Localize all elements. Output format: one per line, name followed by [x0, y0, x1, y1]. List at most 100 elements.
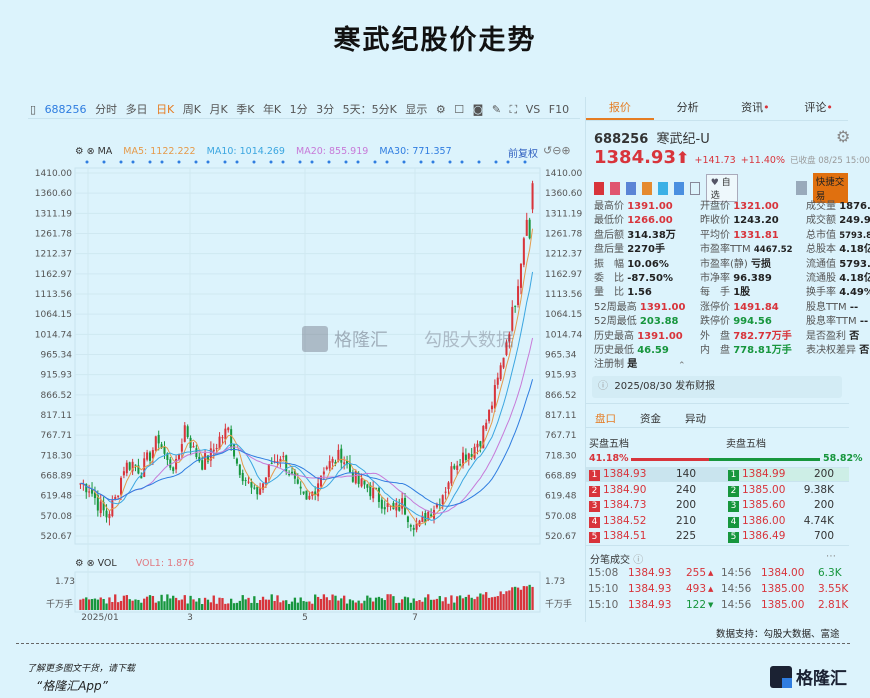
square-icon[interactable]: ☐ — [454, 103, 465, 116]
tab-quote[interactable]: 报价 — [586, 97, 654, 120]
arrow-up-icon: ▲ — [708, 569, 714, 577]
range-dropdown[interactable]: 5天：5分K — [342, 103, 397, 116]
tab-orderbook[interactable]: 盘口 — [595, 413, 616, 425]
candle — [102, 496, 105, 517]
event-marker — [506, 160, 510, 164]
volume-bar — [154, 602, 157, 610]
doc-icon[interactable] — [690, 181, 700, 195]
gear-icon[interactable]: ⚙ — [836, 127, 851, 146]
orderbook-row[interactable]: 3 1384.73 200 3 1385.60 200 — [586, 498, 849, 513]
price-tick: 1360.60 — [35, 189, 72, 199]
sidebar-toggle-icon[interactable]: ▯ — [30, 103, 37, 116]
period-quarter[interactable]: 季K — [236, 103, 255, 116]
period-year[interactable]: 年K — [262, 103, 282, 116]
ma-label[interactable]: MA — [97, 146, 113, 157]
tab-analysis[interactable]: 分析 — [676, 101, 699, 114]
zoom-controls[interactable]: ↺⊖⊕ — [543, 144, 571, 157]
stock-code[interactable]: 688256 — [44, 103, 87, 116]
period-3min[interactable]: 3分 — [316, 103, 335, 116]
candle — [404, 493, 407, 516]
stat-item: 昨收价 1243.20 — [700, 215, 779, 227]
volume-bar — [438, 596, 441, 610]
candle — [464, 448, 467, 463]
ma10-value: MA10: 1014.269 — [206, 146, 285, 157]
volume-bar — [516, 587, 520, 610]
volume-bar — [258, 600, 262, 610]
stat-item: 成交量 1876.39万手 — [806, 201, 870, 212]
f10-button[interactable]: F10 — [548, 103, 570, 116]
price-tick: 520.67 — [545, 532, 577, 542]
price-tick: 1261.78 — [545, 230, 582, 240]
period-day[interactable]: 日K — [156, 103, 175, 116]
vol-unit: 千万手 — [45, 600, 73, 610]
volume-bar — [79, 599, 82, 610]
vol-axis-top-right: 1.73 — [545, 577, 566, 587]
x-tick: 7 — [412, 613, 418, 623]
tab-comments[interactable]: 评论• — [804, 101, 833, 114]
tab-movement[interactable]: 异动 — [685, 413, 706, 425]
price-tick: 1113.56 — [35, 290, 72, 300]
tab-news[interactable]: 资讯• — [741, 101, 770, 114]
period-1min[interactable]: 1分 — [289, 103, 308, 116]
candle — [111, 495, 114, 518]
vs-button[interactable]: VS — [525, 103, 541, 116]
watchlist-button[interactable]: ♥ 自选 — [705, 174, 738, 202]
camera-icon[interactable]: ◙ — [472, 103, 484, 116]
gear-icon[interactable]: ⚙ — [75, 146, 84, 157]
candle — [154, 435, 157, 453]
period-month[interactable]: 月K — [209, 103, 228, 116]
orderbook-row[interactable]: 1 1384.93 140 1 1384.99 200 — [586, 467, 849, 482]
tag-icon[interactable] — [674, 181, 684, 195]
adjust-toggle[interactable]: 前复权 — [508, 149, 538, 160]
period-min[interactable]: 分时 — [95, 103, 118, 116]
earnings-notice[interactable]: ⓘ 2025/08/30 发布财报 — [592, 376, 842, 398]
volume-bar — [467, 594, 470, 610]
volume-bar — [432, 599, 436, 610]
collapse-icon[interactable]: ⌃ — [678, 361, 686, 371]
period-week[interactable]: 周K — [182, 103, 201, 116]
volume-bar — [374, 597, 378, 610]
orderbook-row[interactable]: 2 1384.90 240 2 1385.00 9.38K — [586, 483, 849, 498]
period-multiday[interactable]: 多日 — [125, 103, 148, 116]
volume-bar — [528, 584, 531, 610]
volume-bar — [192, 599, 195, 610]
close-icon[interactable]: ⊗ — [86, 146, 95, 157]
candle — [377, 486, 380, 508]
quick-trade-button[interactable]: 快捷交易 — [812, 173, 848, 203]
pencil-icon[interactable]: ✎ — [491, 103, 502, 116]
gear-icon[interactable]: ⚙ — [75, 558, 84, 569]
stat-item: 历史最高 1391.00 — [594, 330, 683, 342]
candle — [227, 426, 230, 433]
arrow-up-icon: ▲ — [708, 585, 714, 593]
shuffle-icon[interactable] — [658, 181, 668, 195]
index-icon[interactable] — [642, 181, 652, 195]
volume-bar — [392, 596, 395, 610]
candle — [343, 456, 346, 470]
ma30-line — [80, 379, 534, 507]
china-flag-icon — [594, 181, 604, 195]
candle — [508, 331, 511, 349]
candle — [311, 491, 314, 500]
promo-text: 了解更多图文干货，请下载 — [27, 664, 136, 674]
candle — [517, 279, 520, 308]
volume-bar — [328, 600, 331, 610]
tab-capital[interactable]: 资金 — [640, 413, 661, 425]
connect-icon[interactable] — [626, 181, 636, 195]
orderbook-row[interactable]: 4 1384.52 210 4 1386.00 4.74K — [586, 514, 849, 529]
kline-chart[interactable]: 1410.00 1410.00 1360.60 1360.60 1311.19 1311.… — [0, 0, 585, 625]
volume-bar — [380, 598, 384, 610]
volume-bar — [172, 595, 175, 610]
stat-item: 每 手 1股 — [700, 287, 751, 299]
candle — [79, 483, 82, 489]
bell-icon[interactable] — [795, 181, 807, 195]
ma10-line — [80, 271, 534, 521]
more-icon[interactable]: ⋯ — [826, 551, 836, 562]
orderbook-row[interactable]: 5 1384.51 225 5 1386.49 700 — [586, 529, 849, 544]
close-icon[interactable]: ⊗ — [86, 558, 95, 569]
margin-icon[interactable] — [610, 181, 620, 195]
candle — [93, 486, 96, 505]
fullscreen-icon[interactable]: ⛶ — [509, 103, 518, 116]
gear-icon[interactable]: ⚙ — [435, 103, 446, 116]
vol-label[interactable]: VOL — [97, 558, 117, 569]
display-dropdown[interactable]: 显示 — [405, 103, 428, 116]
